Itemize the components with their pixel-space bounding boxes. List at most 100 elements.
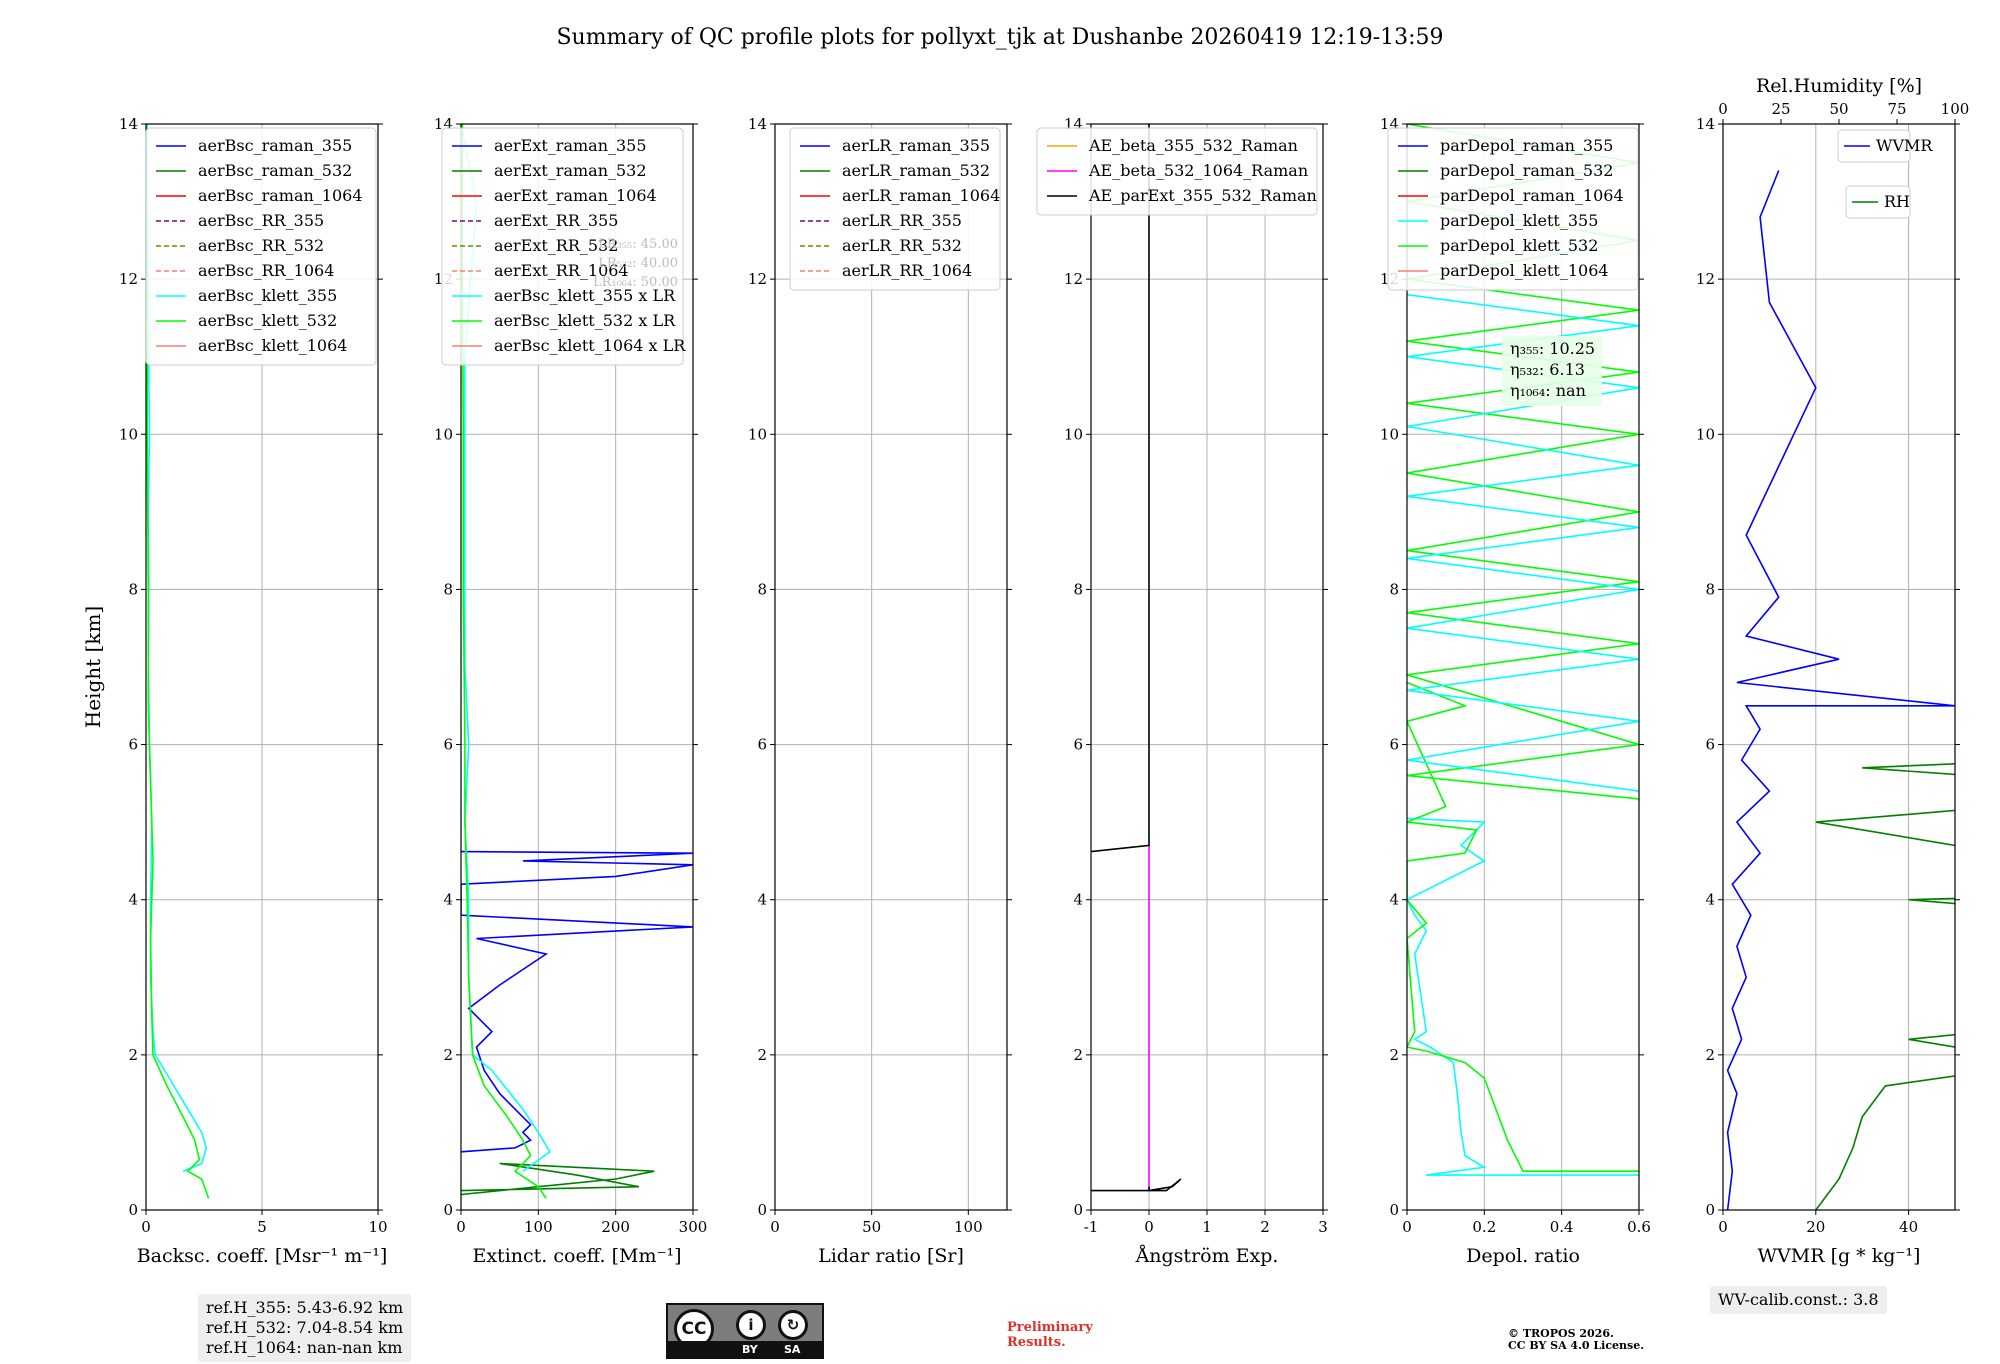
y-tick-label: 6: [1389, 736, 1399, 754]
annotation-bg: [1502, 336, 1602, 406]
x-tick-label: 100: [524, 1218, 553, 1236]
cc-license-badge: CC i ↻ BY SA: [666, 1303, 824, 1359]
attribution-person-icon: i: [736, 1310, 766, 1340]
wv-calib-box: WV-calib.const.: 3.8: [1710, 1286, 1887, 1314]
y-tick-label: 6: [1073, 736, 1083, 754]
legend-frame: [1387, 127, 1639, 291]
panel-3: 0 50 100 0 2 4 6 8 10 12 14 Lidar ratio [Sr] aerLR_r…: [748, 115, 1012, 1267]
axes-frame: [774, 123, 1008, 1211]
legend-label: aerBsc_RR_355: [198, 211, 324, 230]
panel-2: 010020030002468101214Extinct. coeff. [Mm…: [434, 115, 707, 1267]
series-line-RH: [1815, 763, 1955, 1210]
series-line-AE_parExt_355_532_Raman_upper: [1091, 124, 1150, 853]
y-tick-label: 6: [757, 736, 767, 754]
legend-label: AE_parExt_355_532_Raman: [1088, 186, 1317, 205]
axes-frame: [460, 123, 694, 1211]
x-tick-label: 0: [1402, 1218, 1412, 1236]
top-x-tick-label: 0: [1718, 100, 1728, 118]
legend-frame: [441, 127, 684, 366]
y-tick-label: 12: [1696, 270, 1715, 288]
y-tick-label: 14: [119, 115, 138, 133]
x-tick-label: 0: [770, 1218, 780, 1236]
x-tick-label: 100: [954, 1218, 983, 1236]
y-tick-label: 12: [119, 270, 138, 288]
series-group: [461, 124, 693, 1199]
series-group: [1091, 124, 1182, 1192]
y-tick-label: 2: [128, 1046, 138, 1064]
y-tick-label: 4: [128, 891, 138, 909]
y-tick-label: 14: [1696, 115, 1715, 133]
y-tick-label: 10: [434, 425, 453, 443]
y-tick-label: 2: [1073, 1046, 1083, 1064]
legend-label: aerExt_raman_532: [494, 161, 647, 180]
y-tick-label: 4: [1705, 891, 1715, 909]
legend-label: aerBsc_klett_355: [198, 286, 337, 305]
x-axis-label: WVMR [g * kg⁻¹]: [1758, 1245, 1921, 1267]
x-tick-label: 0.4: [1550, 1218, 1574, 1236]
legend-label: parDepol_klett_355: [1440, 211, 1598, 230]
top-x-tick-label: 75: [1887, 100, 1906, 118]
share-alike-icon: ↻: [778, 1310, 808, 1340]
eta-annotation: η₅₃₂: 6.13: [1510, 360, 1585, 379]
series-line-AE_parExt_355_532_Raman: [1091, 1178, 1182, 1192]
legend-label: WVMR: [1876, 136, 1933, 155]
lr-annotation: LR₅₃₂: 40.00: [598, 256, 678, 271]
legend-label: aerBsc_raman_1064: [198, 186, 363, 205]
x-axis-label: Depol. ratio: [1466, 1245, 1580, 1267]
x-tick-label: 1: [1202, 1218, 1212, 1236]
y-tick-label: 8: [1073, 580, 1083, 598]
ref-height-1064: ref.H_1064: nan-nan km: [206, 1338, 403, 1357]
legend-label: aerExt_RR_1064: [494, 261, 629, 280]
series-line-aerExt_raman_355: [461, 850, 693, 1153]
y-tick-label: 8: [128, 580, 138, 598]
y-tick-label: 2: [757, 1046, 767, 1064]
series-line-aerBsc_klett_355: [146, 124, 208, 1172]
y-tick-label: 10: [1696, 425, 1715, 443]
lr-annotation: LR₁₀₆₄: 50.00: [593, 275, 678, 290]
ref-height-532: ref.H_532: 7.04-8.54 km: [206, 1318, 404, 1337]
legend-label: aerExt_RR_355: [494, 211, 618, 230]
legend-label: aerLR_raman_355: [842, 136, 990, 155]
annotation: LR₃₅₅: 45.00 LR₅₃₂: 40.00 LR₁₀₆₄: 50.00: [593, 237, 678, 290]
y-tick-label: 6: [443, 736, 453, 754]
copyright-line-2: CC BY SA 4.0 License.: [1508, 1339, 1645, 1352]
legend: aerLR_raman_355 aerLR_raman_532 aerLR_rama…: [789, 127, 1001, 291]
legend-label: parDepol_raman_355: [1440, 136, 1613, 155]
x-tick-label: 0: [1144, 1218, 1154, 1236]
axes-frame: [1406, 123, 1640, 1211]
series-group: [1726, 170, 1955, 1210]
license-by: BY: [742, 1343, 758, 1356]
legend-label: parDepol_raman_1064: [1440, 186, 1624, 205]
legend-label: aerLR_RR_355: [842, 211, 962, 230]
y-tick-label: 0: [1389, 1201, 1399, 1219]
y-tick-label: 4: [1389, 891, 1399, 909]
x-tick-label: 40: [1899, 1218, 1918, 1236]
y-tick-label: 0: [1705, 1201, 1715, 1219]
legend-label: aerBsc_klett_1064: [198, 336, 347, 355]
y-tick-label: 4: [443, 891, 453, 909]
y-tick-label: 2: [1705, 1046, 1715, 1064]
axes-frame: [1722, 123, 1956, 1211]
legend-label: parDepol_raman_532: [1440, 161, 1613, 180]
y-tick-label: 12: [1064, 270, 1083, 288]
y-tick-label: 14: [748, 115, 767, 133]
legend-label: aerLR_RR_532: [842, 236, 962, 255]
eta-annotation: η₁₀₆₄: nan: [1510, 381, 1586, 400]
y-tick-label: 0: [443, 1201, 453, 1219]
y-tick-label: 12: [748, 270, 767, 288]
preliminary-note: Preliminary Results.: [1007, 1320, 1127, 1350]
legend-label: aerBsc_klett_355 x LR: [494, 286, 676, 305]
license-strip: BY SA: [668, 1341, 822, 1357]
x-tick-label: 300: [679, 1218, 708, 1236]
top-axis-label: Rel.Humidity [%]: [1756, 75, 1922, 97]
y-tick-label: 0: [1073, 1201, 1083, 1219]
legend-label: parDepol_klett_532: [1440, 236, 1598, 255]
x-tick-label: 10: [368, 1218, 387, 1236]
y-tick-label: 0: [757, 1201, 767, 1219]
legend: AE_beta_355_532_Raman AE_beta_532_1064_Ra…: [1036, 127, 1318, 216]
series-line-WVMR: [1726, 170, 1955, 1210]
top-x-tick-label: 100: [1941, 100, 1970, 118]
y-tick-label: 2: [1389, 1046, 1399, 1064]
legend-label: parDepol_klett_1064: [1440, 261, 1609, 280]
